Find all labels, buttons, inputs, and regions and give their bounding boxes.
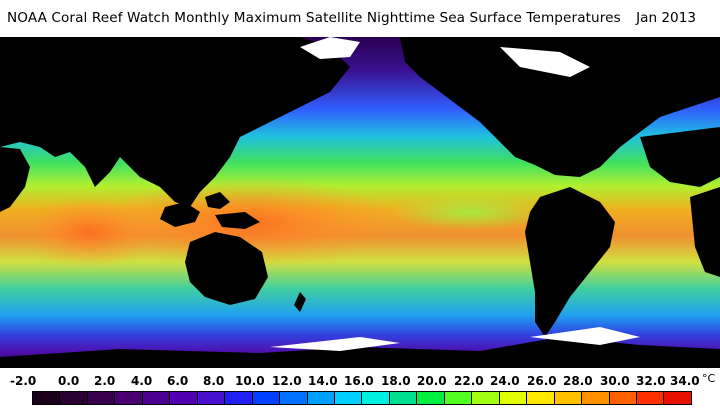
colorbar-swatch (142, 392, 171, 404)
colorbar-swatch (307, 392, 335, 404)
tick-label: 2.0 (94, 374, 116, 388)
colorbar-swatch (170, 392, 198, 404)
temperature-colorbar (32, 391, 692, 405)
colorbar-swatch (636, 392, 665, 404)
arctic-ice-right (500, 47, 590, 77)
tick-label: 8.0 (203, 374, 225, 388)
colorbar-tick-labels: -2.0 0.0 2.0 4.0 6.0 8.0 10.0 12.0 14.0 … (0, 374, 720, 390)
colorbar-swatch (527, 392, 555, 404)
eurasia-land (0, 37, 350, 207)
colorbar-swatch (115, 392, 143, 404)
tick-label: 34.0 (670, 374, 700, 388)
north-america-land (400, 37, 720, 177)
tick-label: 24.0 (490, 374, 520, 388)
map-date: Jan 2013 (636, 10, 696, 26)
tick-label: 6.0 (167, 374, 189, 388)
antarctica-land (0, 337, 720, 368)
tick-label: 32.0 (636, 374, 666, 388)
tick-label: 16.0 (344, 374, 374, 388)
colorbar-swatch (554, 392, 583, 404)
colorbar-swatch (444, 392, 473, 404)
africa-right-land (690, 187, 720, 277)
indian-ocean-warm (20, 197, 160, 267)
temperature-unit: °C (702, 372, 716, 385)
tick-label: 26.0 (527, 374, 557, 388)
tick-label: 12.0 (272, 374, 302, 388)
colorbar-swatch (389, 392, 418, 404)
colorbar-swatch (334, 392, 363, 404)
tick-label: 14.0 (308, 374, 338, 388)
maritime-continent-land (160, 192, 260, 229)
colorbar-swatch (197, 392, 226, 404)
tick-label: 22.0 (454, 374, 484, 388)
colorbar-swatch (87, 392, 116, 404)
tick-label: -2.0 (10, 374, 37, 388)
europe-africa-right-land (640, 127, 720, 187)
colorbar-swatch (664, 392, 691, 404)
colorbar-swatch (33, 392, 61, 404)
map-title: NOAA Coral Reef Watch Monthly Maximum Sa… (7, 10, 621, 26)
tick-label: 0.0 (58, 374, 80, 388)
arctic-ice-left (300, 37, 360, 59)
tick-label: 18.0 (381, 374, 411, 388)
tick-label: 28.0 (563, 374, 593, 388)
sea-ice (270, 37, 640, 351)
colorbar-swatch (362, 392, 390, 404)
colorbar-swatch (417, 392, 445, 404)
colorbar-swatch (252, 392, 281, 404)
tick-label: 20.0 (417, 374, 447, 388)
colorbar-swatch (280, 392, 308, 404)
land (0, 37, 720, 368)
tick-label: 10.0 (235, 374, 265, 388)
colorbar-swatch (60, 392, 88, 404)
tick-label: 4.0 (131, 374, 153, 388)
title-bar: NOAA Coral Reef Watch Monthly Maximum Sa… (0, 0, 720, 36)
sst-world-map (0, 37, 720, 368)
colorbar-swatch (582, 392, 610, 404)
japan-land (232, 107, 246, 137)
east-pacific-cool-tongue (390, 194, 550, 230)
colorbar-swatch (225, 392, 253, 404)
colorbar-swatch (499, 392, 528, 404)
tick-label: 30.0 (600, 374, 630, 388)
south-america-land (525, 187, 615, 337)
new-zealand-land (294, 292, 306, 312)
africa-edge-land (0, 147, 30, 212)
colorbar-swatch (609, 392, 637, 404)
australia-land (185, 232, 268, 305)
colorbar-swatch (472, 392, 500, 404)
antarctic-ice (270, 327, 640, 351)
